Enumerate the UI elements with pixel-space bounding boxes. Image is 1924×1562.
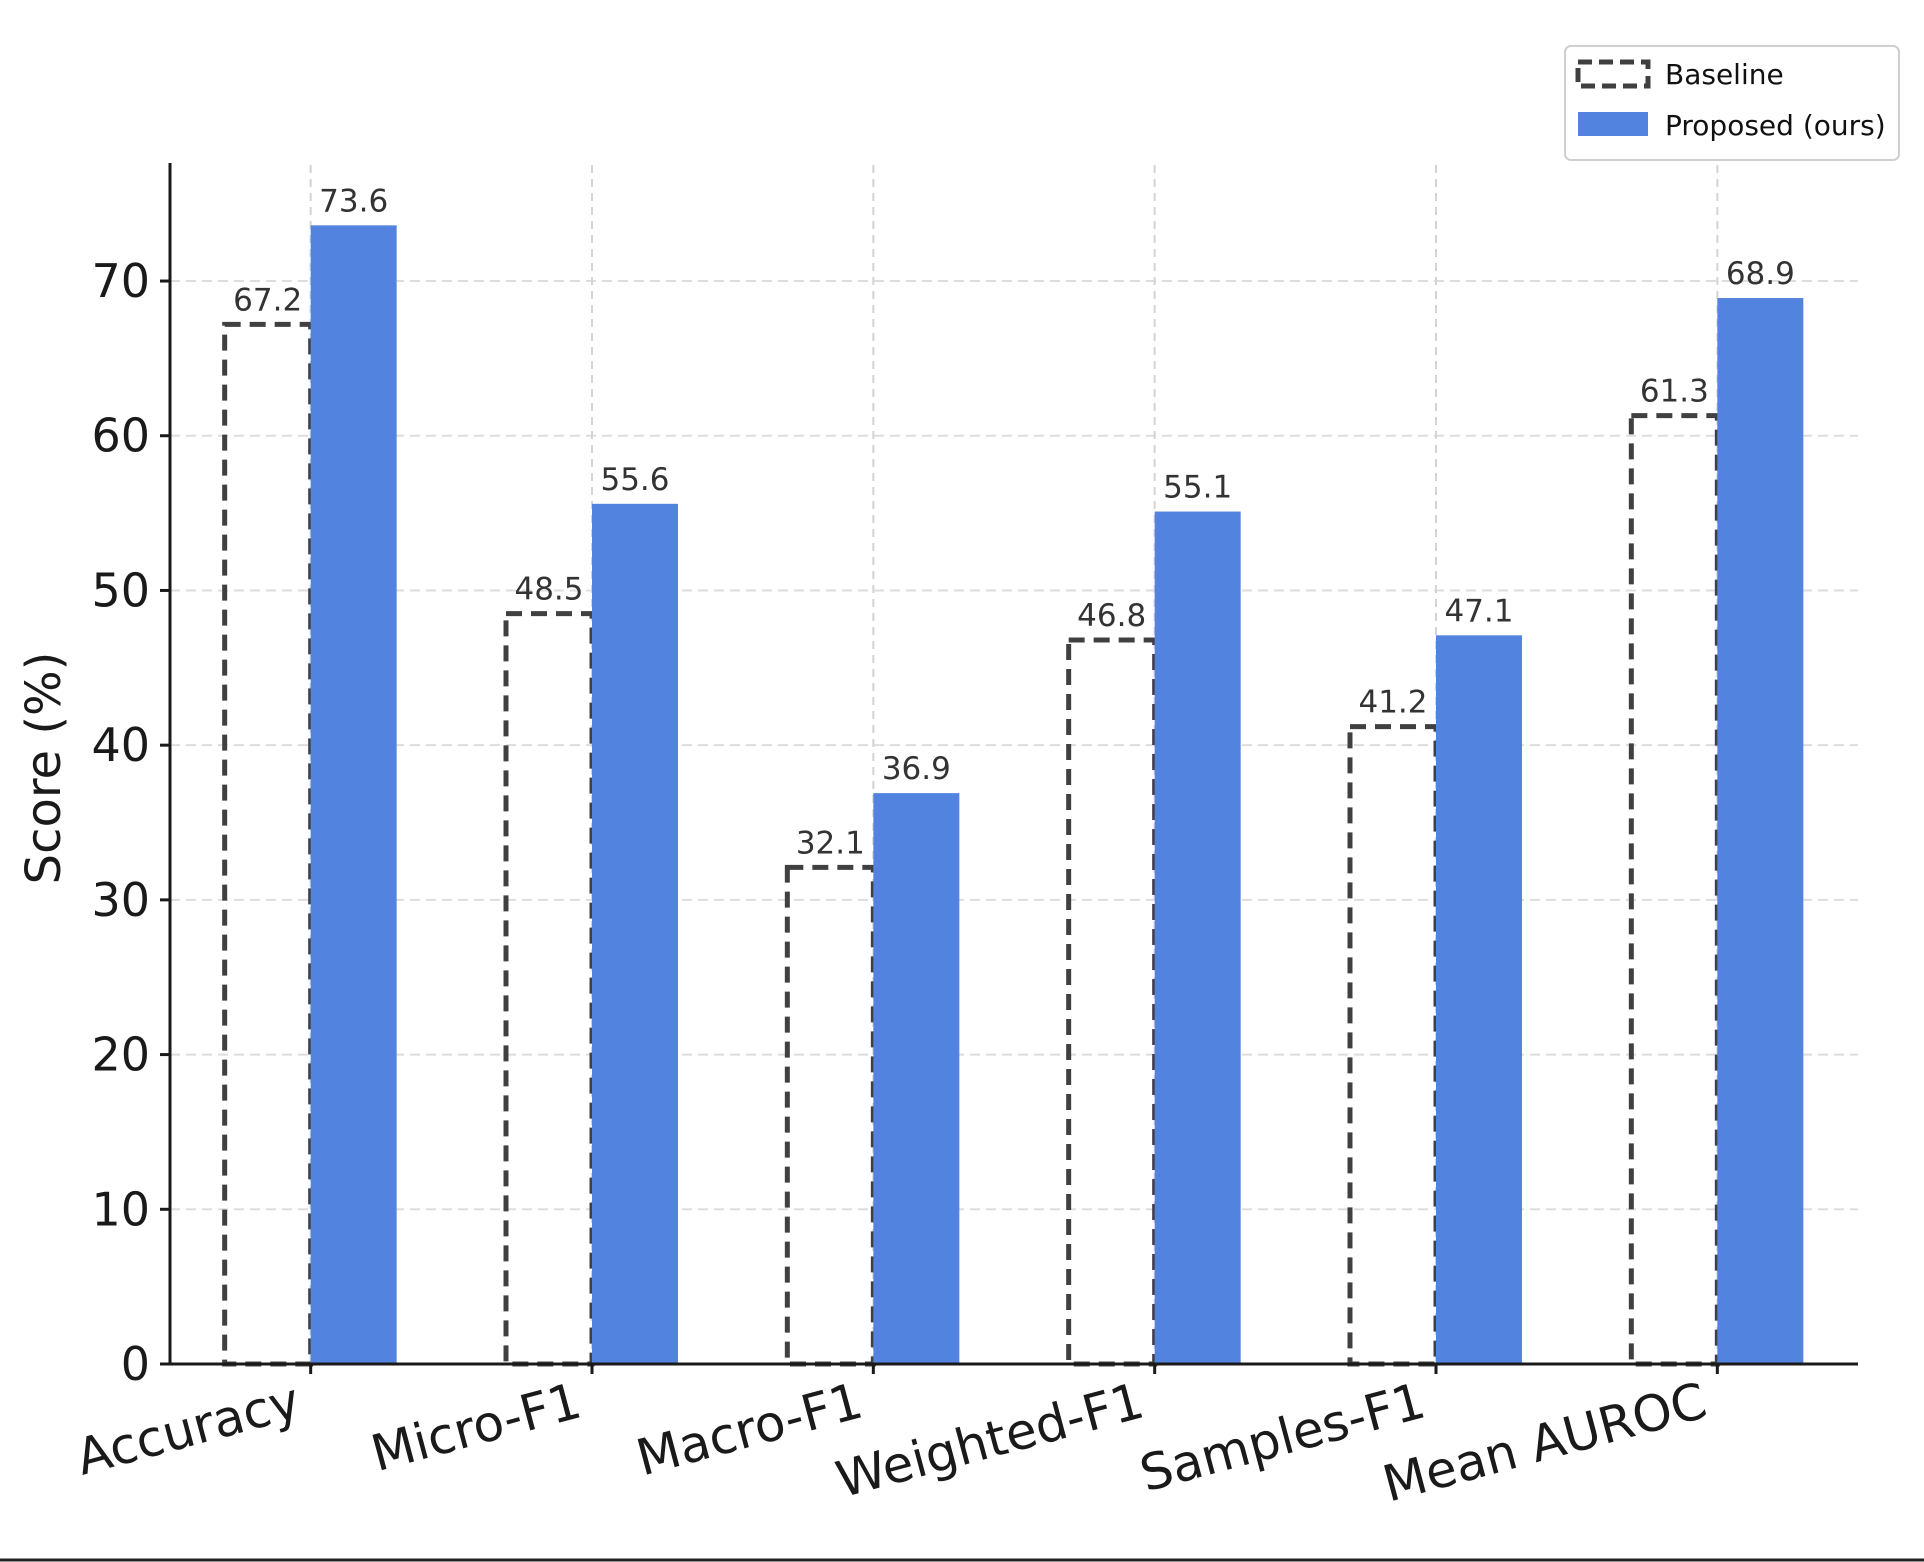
bar-proposed-5 xyxy=(1717,298,1804,1365)
y-tick-label-60: 60 xyxy=(91,409,150,463)
x-tick-label-0: Accuracy xyxy=(70,1372,306,1487)
bar-proposed-1 xyxy=(592,503,678,1364)
y-tick-label-30: 30 xyxy=(91,873,150,927)
legend-label-baseline: Baseline xyxy=(1665,58,1784,91)
value-label-proposed-0: 73.6 xyxy=(319,183,388,219)
y-tick-label-20: 20 xyxy=(91,1028,150,1082)
x-tick-label-1: Micro-F1 xyxy=(365,1372,587,1483)
y-tick-label-0: 0 xyxy=(121,1337,150,1391)
value-label-baseline-5: 61.3 xyxy=(1640,374,1709,410)
bar-baseline-5 xyxy=(1628,413,1720,1367)
bar-baseline-0 xyxy=(222,321,314,1367)
legend-swatch-proposed xyxy=(1578,112,1648,136)
value-labels: 67.2 73.6 48.5 55.6 32.1 36.9 46.8 55.1 41.2 47.1… xyxy=(233,183,1795,861)
x-tick-label-2: Macro-F1 xyxy=(630,1372,868,1488)
value-label-baseline-4: 41.2 xyxy=(1358,685,1427,721)
legend-frame xyxy=(1564,45,1900,161)
value-label-baseline-3: 46.8 xyxy=(1077,598,1146,634)
legend-swatch-baseline xyxy=(1575,59,1651,89)
y-tick-label-50: 50 xyxy=(91,563,150,617)
grid-lines xyxy=(170,165,1858,1364)
bar-proposed-0 xyxy=(310,225,397,1364)
bar-baseline-3 xyxy=(1066,637,1158,1367)
x-tick-label-3: Weighted-F1 xyxy=(830,1372,1150,1510)
y-axis-title: Score (%) xyxy=(16,652,72,885)
bars xyxy=(222,225,1804,1367)
value-label-proposed-2: 36.9 xyxy=(882,751,951,787)
bar-proposed-3 xyxy=(1154,511,1241,1364)
legend-label-proposed: Proposed (ours) xyxy=(1665,109,1886,142)
value-label-proposed-3: 55.1 xyxy=(1163,470,1232,506)
bar-baseline-1 xyxy=(503,611,595,1367)
value-label-baseline-2: 32.1 xyxy=(796,825,865,861)
value-label-proposed-5: 68.9 xyxy=(1726,256,1795,292)
y-tick-label-40: 40 xyxy=(91,718,150,772)
bar-proposed-4 xyxy=(1436,635,1522,1364)
value-label-baseline-1: 48.5 xyxy=(514,572,583,608)
legend: Baseline Proposed (ours) xyxy=(1564,45,1900,161)
value-label-proposed-1: 55.6 xyxy=(600,462,669,498)
value-label-baseline-0: 67.2 xyxy=(233,282,302,318)
x-tick-label-5: Mean AUROC xyxy=(1377,1372,1713,1514)
bar-baseline-2 xyxy=(784,864,876,1367)
bar-proposed-2 xyxy=(873,793,960,1364)
value-label-proposed-4: 47.1 xyxy=(1444,593,1513,629)
y-tick-label-70: 70 xyxy=(91,254,150,308)
y-tick-label-10: 10 xyxy=(91,1182,150,1236)
bar-baseline-4 xyxy=(1347,724,1439,1367)
